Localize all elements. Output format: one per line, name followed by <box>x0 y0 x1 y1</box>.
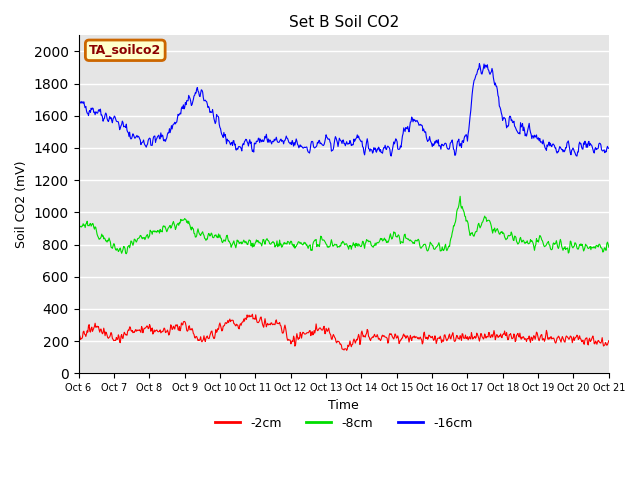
X-axis label: Time: Time <box>328 398 359 412</box>
Title: Set B Soil CO2: Set B Soil CO2 <box>289 15 399 30</box>
Y-axis label: Soil CO2 (mV): Soil CO2 (mV) <box>15 161 28 248</box>
Legend: -2cm, -8cm, -16cm: -2cm, -8cm, -16cm <box>210 412 477 435</box>
Text: TA_soilco2: TA_soilco2 <box>89 44 161 57</box>
